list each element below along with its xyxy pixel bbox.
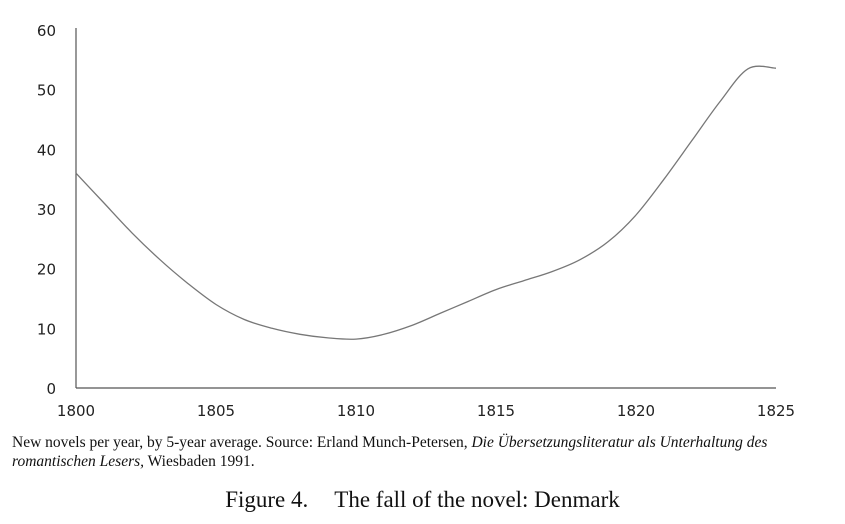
x-tick-label: 1805 — [197, 402, 235, 420]
y-tick-label: 10 — [37, 320, 56, 338]
figure-title: Figure 4. The fall of the novel: Denmark — [0, 487, 845, 513]
y-tick-label: 20 — [37, 261, 56, 279]
caption-place-year: Wiesbaden 1991. — [144, 453, 255, 470]
figure-title-text: The fall of the novel: Denmark — [334, 487, 620, 512]
y-tick-label: 50 — [37, 82, 56, 100]
series-line — [75, 65, 777, 340]
y-tick-label: 30 — [37, 201, 56, 219]
x-tick-label: 1820 — [617, 402, 655, 420]
x-tick-label: 1825 — [757, 402, 795, 420]
figure-number: Figure 4. — [225, 487, 309, 512]
line-chart: 0 10 20 30 40 50 60 1800 1805 1810 1815 1820 1825 — [37, 22, 795, 420]
x-tick-label: 1810 — [337, 402, 375, 420]
x-tick-label: 1800 — [57, 402, 95, 420]
caption-book-title: Die Übersetzungsliteratur als Unterhaltu… — [12, 434, 768, 470]
caption-text: New novels per year, by 5-year average. … — [12, 434, 472, 451]
y-tick-label: 0 — [46, 380, 56, 398]
x-tick-label: 1815 — [477, 402, 515, 420]
y-tick-label: 40 — [37, 141, 56, 159]
figure-caption: New novels per year, by 5-year average. … — [12, 433, 834, 471]
y-tick-label: 60 — [37, 22, 56, 40]
